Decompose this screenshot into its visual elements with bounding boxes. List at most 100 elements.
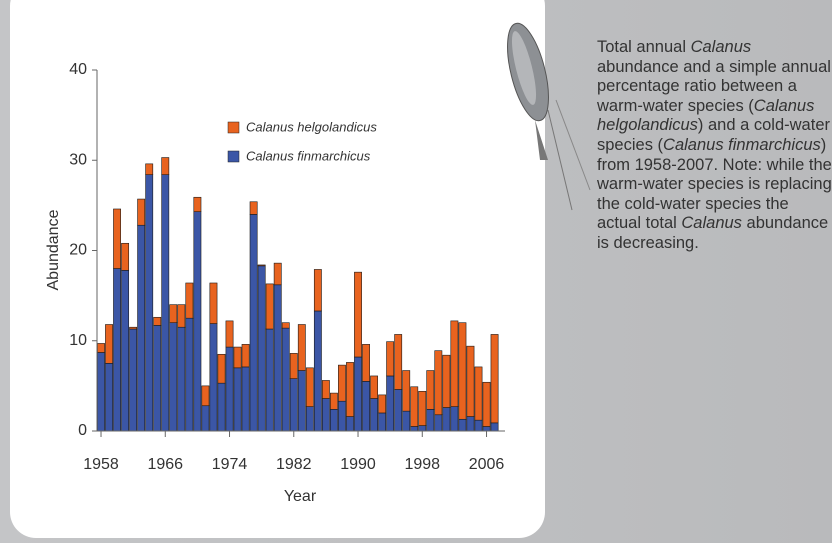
bar-segment [330, 409, 337, 431]
bar-segment [266, 329, 273, 431]
bar-segment [443, 355, 450, 407]
caption-segment: Calanus finmarchicus [663, 136, 821, 154]
bar-segment [266, 284, 273, 329]
y-tick-label: 10 [69, 332, 87, 349]
y-tick-label: 30 [69, 151, 87, 168]
bar-segment [258, 266, 265, 431]
page-body: Abundance Year 0102030401958196619741982… [0, 0, 832, 543]
bar-segment [362, 381, 369, 431]
bar-segment [427, 371, 434, 410]
bar-segment [178, 305, 185, 328]
y-tick-label: 40 [69, 61, 87, 78]
bar-segment [298, 371, 305, 431]
bar-segment [274, 263, 281, 285]
x-tick-label: 1998 [404, 456, 440, 473]
bar-segment [475, 367, 482, 420]
legend-swatch [228, 151, 239, 162]
bar-segment [467, 346, 474, 416]
x-tick-label: 1974 [212, 456, 248, 473]
bar-segment [250, 202, 257, 215]
bar-segment [354, 357, 361, 431]
bar-segment [186, 283, 193, 318]
bar-segment [194, 212, 201, 431]
bar-segment [226, 347, 233, 431]
bar-segment [314, 269, 321, 311]
x-tick-label: 1966 [147, 456, 183, 473]
bar-segment [113, 269, 120, 431]
bar-segment [178, 327, 185, 431]
bar-segment [395, 334, 402, 389]
bar-segment [234, 368, 241, 431]
bar-segment [162, 158, 169, 175]
bar-segment [282, 323, 289, 328]
bar-segment [306, 368, 313, 407]
bar-segment [338, 401, 345, 431]
bar-segment [105, 325, 112, 364]
bar-segment [322, 380, 329, 398]
bar-segment [138, 199, 145, 225]
bar-segment [419, 391, 426, 425]
bar-segment [218, 354, 225, 383]
bar-segment [218, 383, 225, 431]
y-axis-label: Abundance [45, 209, 62, 290]
bar-segment [210, 283, 217, 324]
bar-segment [250, 214, 257, 431]
bar-segment [338, 365, 345, 401]
bar-segment [306, 407, 313, 431]
bar-segment [121, 243, 128, 270]
bar-segment [202, 386, 209, 406]
bar-segment [322, 399, 329, 431]
x-axis-label: Year [284, 488, 317, 505]
x-tick-label: 2006 [469, 456, 505, 473]
bar-segment [282, 328, 289, 431]
bar-segment [314, 311, 321, 431]
bar-segment [121, 270, 128, 431]
legend-label: Calanus helgolandicus [246, 119, 377, 134]
bar-segment [234, 347, 241, 368]
caption-segment: Calanus [681, 214, 742, 232]
bar-segment [130, 329, 137, 431]
bar-segment [154, 325, 161, 431]
bar-segment [138, 225, 145, 431]
legend-label: Calanus finmarchicus [246, 148, 371, 163]
bar-segment [483, 426, 490, 431]
bar-segment [419, 426, 426, 431]
bar-segment [330, 393, 337, 409]
bar-segment [427, 409, 434, 431]
bar-segment [162, 175, 169, 431]
bar-segment [113, 209, 120, 269]
caption-segment: Total annual [597, 38, 691, 56]
bar-segment [370, 376, 377, 399]
bar-segment [411, 426, 418, 431]
bar-segment [97, 343, 104, 352]
bar-segment [170, 323, 177, 431]
bar-segment [411, 387, 418, 427]
caption: Total annual Calanus abundance and a sim… [597, 38, 832, 254]
copepod-illustration [499, 19, 590, 210]
bar-segment [467, 417, 474, 431]
bar-segment [491, 423, 498, 431]
bar-segment [379, 413, 386, 431]
bar-segment [362, 344, 369, 381]
bar-segment [290, 353, 297, 378]
bar-segment [298, 325, 305, 371]
bar-segment [194, 197, 201, 211]
bar-segment [395, 389, 402, 431]
bar-segment [451, 321, 458, 407]
bar-segment [403, 411, 410, 431]
bar-segment [491, 334, 498, 422]
bar-segment [459, 419, 466, 431]
y-tick-label: 20 [69, 242, 87, 259]
bar-segment [130, 327, 137, 329]
bar-segment [154, 317, 161, 325]
bar-segment [387, 342, 394, 376]
bar-segment [210, 324, 217, 431]
bar-segment [105, 363, 112, 431]
bar-segment [346, 362, 353, 416]
bar-segment [370, 399, 377, 431]
bar-segment [435, 415, 442, 431]
y-tick-label: 0 [78, 422, 87, 439]
bar-segment [387, 376, 394, 431]
bar-segment [475, 420, 482, 431]
bar-segment [170, 305, 177, 323]
